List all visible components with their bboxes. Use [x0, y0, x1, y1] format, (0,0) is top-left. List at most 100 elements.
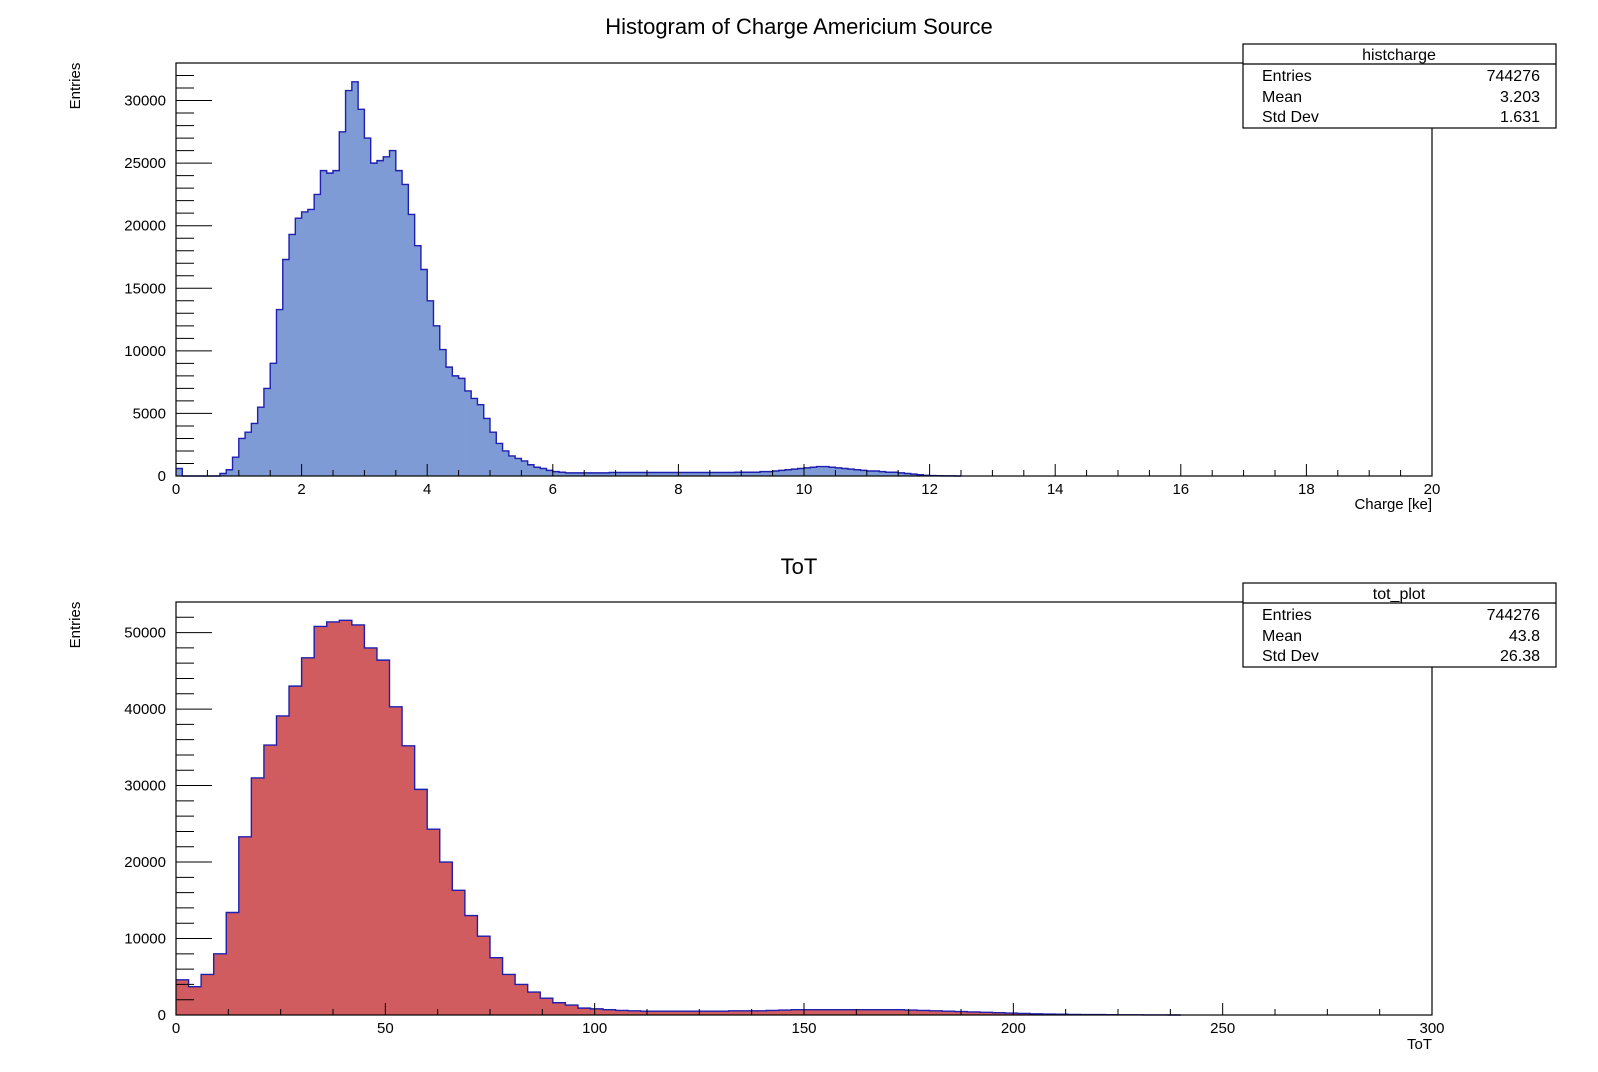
y-tick-label: 20000 [124, 854, 166, 871]
histogram-bar [904, 473, 912, 476]
x-tick-label: 12 [921, 481, 938, 498]
histogram-bar [320, 170, 328, 476]
histogram-bar [722, 472, 730, 476]
histogram-bar [866, 470, 874, 476]
y-tick-label: 5000 [133, 405, 166, 422]
histogram-bar [647, 472, 654, 476]
histogram-bar [176, 979, 189, 1015]
stats-entries-value: 744276 [1487, 607, 1540, 624]
x-tick-label: 50 [377, 1020, 394, 1037]
x-tick-label: 200 [1001, 1020, 1026, 1037]
histogram-bar [402, 745, 416, 1015]
histogram-bar [452, 890, 466, 1015]
histogram-bar [295, 218, 302, 476]
histogram-bar [333, 170, 340, 476]
y-tick-label: 15000 [124, 280, 166, 297]
histogram-bar [628, 1010, 642, 1015]
histogram-bars [176, 81, 961, 477]
histogram-bar [276, 309, 284, 476]
histogram-bar [766, 471, 773, 476]
histogram-bar [665, 1011, 679, 1015]
stats-mean-value: 43.8 [1509, 628, 1540, 645]
histogram-bar [515, 458, 522, 476]
histogram-bar [847, 469, 855, 476]
histogram-bar [665, 472, 673, 476]
histogram-bar [816, 1009, 830, 1015]
y-axis-label: Entries [67, 63, 84, 110]
stats-stddev-label: Std Dev [1262, 109, 1319, 126]
histogram-bar [414, 245, 422, 476]
histogram-bar [351, 624, 365, 1015]
histogram-bar [502, 450, 510, 476]
y-tick-label: 10000 [124, 931, 166, 948]
histogram-bar [741, 1010, 755, 1015]
x-tick-label: 14 [1047, 481, 1064, 498]
histogram-bar [791, 469, 799, 476]
histogram-bar [364, 138, 372, 476]
histogram-bar [546, 470, 554, 476]
histogram-bar [885, 472, 893, 476]
histogram-bar [678, 1011, 692, 1015]
histogram-bar [603, 472, 610, 476]
histogram-bar [967, 1011, 981, 1015]
histogram-bar [703, 1011, 717, 1015]
histogram-bar [577, 1008, 591, 1015]
histogram-bar [678, 472, 686, 476]
histogram-bar [822, 466, 830, 476]
histogram-bar [263, 388, 271, 476]
histogram-bar [797, 468, 805, 476]
histogram-bar [590, 1008, 604, 1015]
histogram-bar [446, 367, 453, 476]
histogram-bar [427, 300, 434, 476]
histogram-bar [778, 1010, 792, 1015]
stats-entries-label: Entries [1262, 68, 1312, 85]
histogram-bar [477, 404, 485, 476]
histogram-bar [1004, 1013, 1018, 1015]
histogram-bar [753, 1010, 767, 1015]
stats-stddev-value: 26.38 [1500, 648, 1540, 665]
histogram-bar [891, 1009, 905, 1015]
y-axis-ticks: 0 10000 20000 30000 40000 50000 [124, 601, 212, 1024]
histogram-bar [326, 621, 340, 1015]
histogram-bar [559, 472, 566, 476]
chart-title: Histogram of Charge Americium Source [605, 14, 993, 39]
histogram-bar [464, 915, 478, 1015]
histogram-bar [358, 109, 365, 476]
histogram-bar [716, 1011, 730, 1015]
histogram-bar [282, 259, 290, 476]
histogram-bar [251, 423, 259, 476]
stats-entries-label: Entries [1262, 607, 1312, 624]
histogram-bar [1017, 1013, 1031, 1015]
histogram-bar [728, 472, 736, 476]
histogram-bar [596, 472, 604, 476]
histogram-bar [339, 131, 346, 476]
histogram-bar [527, 464, 535, 476]
histogram-bar [741, 472, 748, 476]
histogram-bar [289, 234, 296, 476]
histogram-bar [785, 469, 792, 476]
histogram-bar [345, 90, 353, 476]
histogram-bar [427, 829, 441, 1015]
histogram-bar [464, 390, 472, 476]
histogram-bar [917, 1010, 930, 1015]
histogram-bar [615, 1010, 629, 1015]
histogram-bar [873, 470, 880, 476]
histogram-bar [238, 438, 246, 476]
histogram-bar [238, 836, 252, 1015]
chart-title: ToT [781, 554, 818, 579]
histogram-bar [364, 647, 378, 1015]
x-tick-label: 150 [791, 1020, 816, 1037]
histogram-bar [433, 325, 441, 476]
histogram-bar [552, 471, 560, 476]
histogram-bar [515, 984, 529, 1015]
histogram-bar [257, 407, 265, 476]
histogram-bar [753, 472, 761, 476]
histogram-bar [508, 455, 516, 476]
histogram-bar [891, 472, 899, 476]
x-tick-label: 0 [172, 1020, 180, 1037]
histogram-bar [232, 457, 240, 476]
histogram-bar [395, 170, 403, 476]
y-tick-label: 0 [158, 1007, 166, 1024]
histogram-bar [590, 472, 598, 476]
stats-box-name: tot_plot [1373, 586, 1426, 603]
